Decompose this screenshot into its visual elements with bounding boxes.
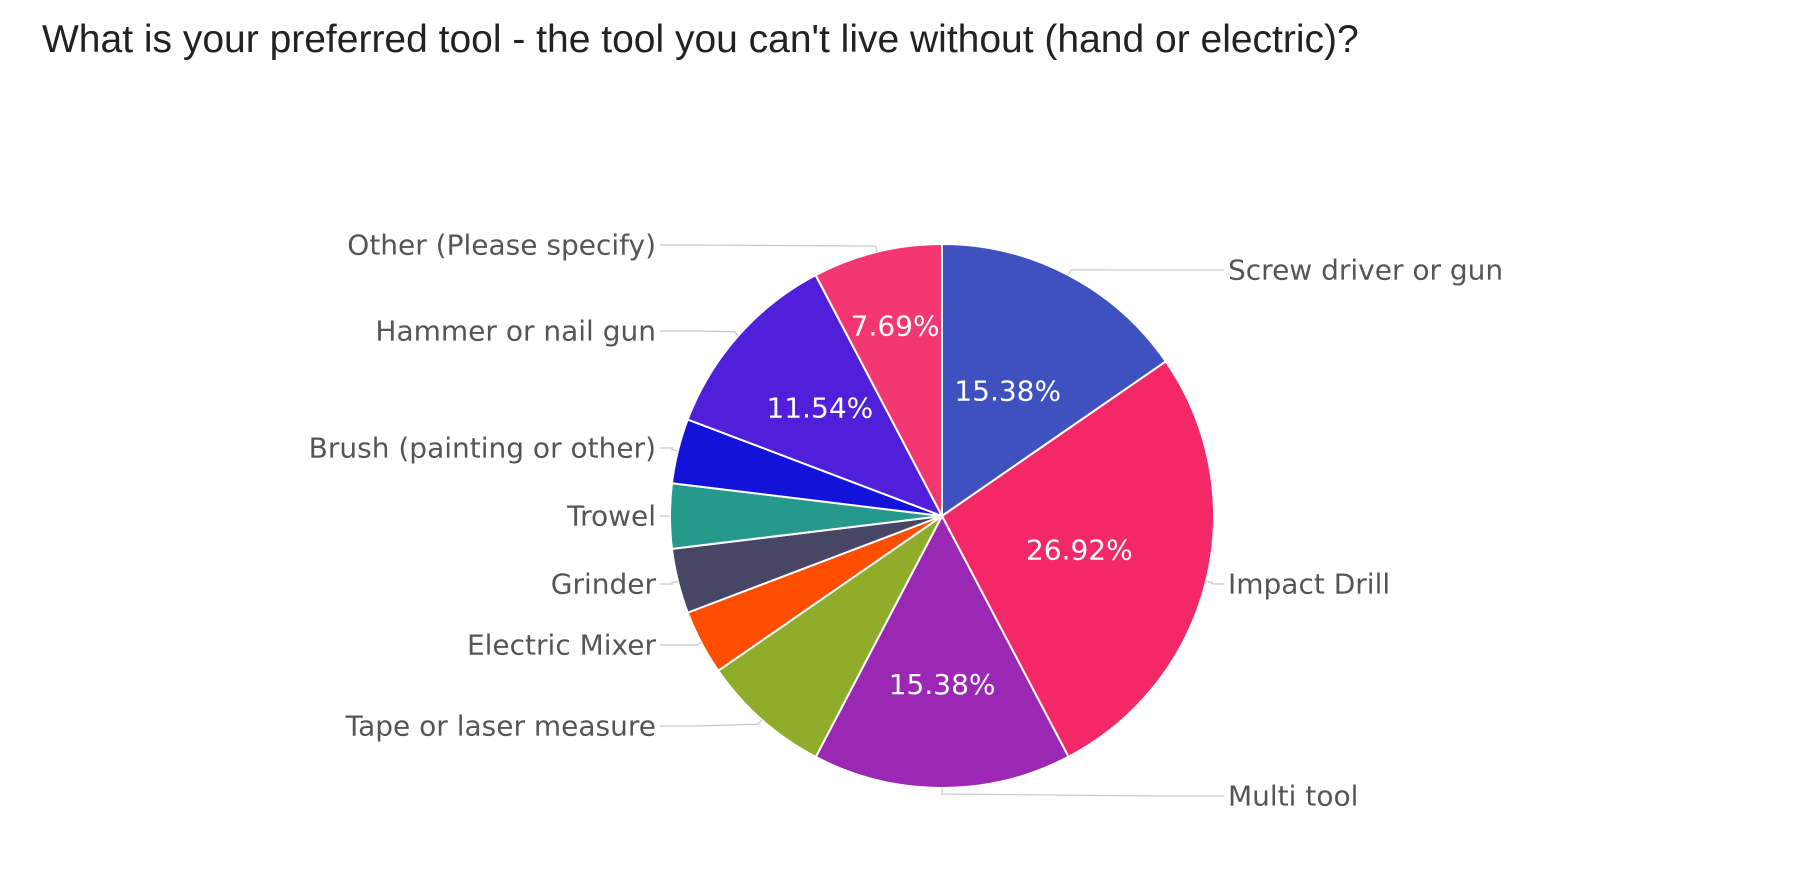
pie-slice-multi-tool[interactable] [814,513,1070,789]
pct-label-multi-tool: 15.38% [889,668,996,701]
category-label-other-please-specify: Other (Please specify) [347,229,656,262]
leader-line-electric-mixer [660,642,702,647]
pie-slice-hammer-or-nail-gun[interactable] [686,273,945,518]
pie-slice-other-please-specify[interactable] [814,242,943,517]
category-label-multi-tool: Multi tool [1228,780,1358,813]
pct-label-hammer-or-nail-gun: 11.54% [766,391,873,424]
category-label-electric-mixer: Electric Mixer [467,629,657,662]
pct-label-impact-drill: 26.92% [1026,533,1133,566]
leader-line-grinder [660,580,679,585]
leader-line-screw-driver-or-gun [1067,269,1224,276]
category-label-hammer-or-nail-gun: Hammer or nail gun [375,315,656,348]
leader-line-brush-painting-or-other [660,447,679,452]
category-label-tape-or-laser-measure: Tape or laser measure [345,710,656,743]
leader-line-multi-tool [941,787,1224,797]
leader-line-impact-drill [1205,580,1224,585]
category-label-trowel: Trowel [566,500,656,533]
leader-line-tape-or-laser-measure [660,719,763,727]
category-label-brush-painting-or-other: Brush (painting or other) [309,432,656,465]
leader-lines [660,244,1224,797]
pie-slices [669,242,1215,789]
pct-label-screw-driver-or-gun: 15.38% [954,374,1061,407]
chart-title: What is your preferred tool - the tool y… [42,18,1359,61]
category-label-impact-drill: Impact Drill [1228,568,1390,601]
category-label-grinder: Grinder [551,568,657,601]
percentage-labels: 15.38% 26.92% 15.38% 11.54% 7.69% [766,309,1132,701]
category-label-screw-driver-or-gun: Screw driver or gun [1228,254,1503,287]
category-labels: Screw driver or gun Impact Drill Multi too… [309,229,1504,813]
leader-line-other-please-specify [660,244,878,253]
leader-line-hammer-or-nail-gun [660,330,739,337]
pct-label-other-please-specify: 7.69% [851,309,940,342]
